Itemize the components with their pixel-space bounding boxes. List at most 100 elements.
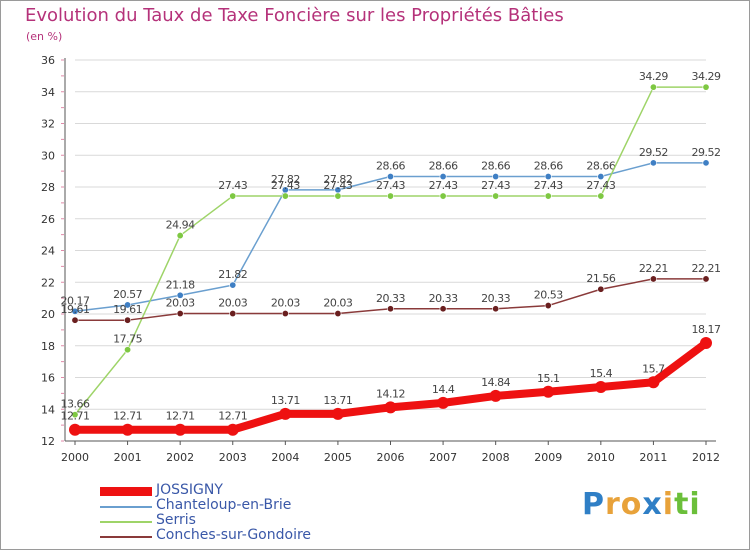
data-label: 18.17 [692, 323, 721, 336]
x-tick-label: 2002 [166, 451, 194, 464]
data-point [437, 396, 450, 409]
data-label: 27.43 [534, 179, 563, 192]
x-tick-label: 2009 [534, 451, 562, 464]
brand-letter: r [605, 487, 621, 522]
data-point [649, 159, 657, 167]
brand-letter: P [582, 487, 605, 522]
y-tick-label: 20 [41, 308, 55, 321]
data-point [281, 310, 289, 318]
data-point [229, 192, 237, 200]
data-label: 21.82 [218, 268, 247, 281]
data-label: 27.43 [271, 179, 300, 192]
data-label: 12.71 [61, 410, 90, 423]
brand-letter: x [642, 487, 663, 522]
x-tick-label: 2001 [114, 451, 142, 464]
x-tick-label: 2007 [429, 451, 457, 464]
data-point [279, 407, 292, 420]
data-point [124, 301, 132, 309]
data-point [702, 83, 710, 91]
data-point [121, 423, 134, 436]
legend-label: JOSSIGNY [156, 482, 223, 498]
data-point [331, 407, 344, 420]
legend-swatch [100, 487, 152, 496]
data-label: 21.56 [586, 272, 615, 285]
x-tick-label: 2004 [271, 451, 299, 464]
legend-label: Chanteloup-en-Brie [156, 497, 292, 513]
x-tick-label: 2010 [587, 451, 615, 464]
data-label: 19.61 [113, 303, 142, 316]
data-point [124, 346, 132, 354]
data-label: 28.66 [481, 160, 510, 173]
data-label: 19.61 [61, 303, 90, 316]
x-tick-label: 2003 [219, 451, 247, 464]
data-point [71, 307, 79, 315]
x-tick-label: 2012 [692, 451, 720, 464]
data-point [544, 192, 552, 200]
data-label: 27.43 [323, 179, 352, 192]
data-point [386, 192, 394, 200]
data-point [281, 192, 289, 200]
y-tick-label: 34 [41, 86, 55, 99]
data-point [700, 337, 712, 350]
data-label: 12.71 [166, 410, 195, 423]
data-point [226, 423, 239, 436]
data-point [229, 310, 237, 318]
data-label: 27.43 [376, 179, 405, 192]
data-label: 27.43 [481, 179, 510, 192]
data-label: 20.33 [376, 292, 405, 305]
data-point [542, 385, 555, 398]
data-point [594, 381, 607, 394]
data-label: 20.53 [534, 289, 563, 302]
brand-logo: Proxiti [582, 487, 701, 522]
data-point [439, 173, 447, 181]
data-label: 14.84 [481, 376, 510, 389]
data-label: 20.03 [323, 297, 352, 310]
data-point [544, 302, 552, 310]
data-label: 13.71 [323, 394, 352, 407]
data-label: 13.71 [271, 394, 300, 407]
data-point [649, 275, 657, 283]
data-label: 20.57 [113, 288, 142, 301]
data-point [597, 285, 605, 293]
brand-letter: t [674, 487, 690, 522]
data-label: 28.66 [534, 160, 563, 173]
brand-letter: i [689, 487, 701, 522]
y-tick-label: 18 [41, 340, 55, 353]
legend-swatch [100, 521, 152, 523]
brand-letter: o [620, 487, 643, 522]
data-point [71, 411, 79, 419]
y-tick-label: 32 [41, 118, 55, 131]
data-point [174, 423, 187, 436]
data-point [386, 305, 394, 313]
data-point [176, 310, 184, 318]
legend-swatch [100, 506, 152, 508]
y-tick-label: 12 [41, 435, 55, 448]
data-point [649, 83, 657, 91]
data-point [69, 423, 81, 436]
data-point [176, 291, 184, 299]
data-label: 24.94 [166, 219, 195, 232]
y-tick-label: 24 [41, 245, 55, 258]
x-tick-label: 2006 [377, 451, 405, 464]
data-point [492, 173, 500, 181]
data-label: 20.33 [429, 292, 458, 305]
data-point [647, 376, 660, 389]
data-point [489, 389, 502, 402]
data-point [492, 192, 500, 200]
data-point [702, 275, 710, 283]
data-label: 34.29 [639, 70, 668, 83]
y-tick-label: 14 [41, 403, 55, 416]
data-label: 22.21 [692, 262, 721, 275]
data-label: 29.52 [639, 146, 668, 159]
legend-swatch [100, 536, 152, 538]
x-tick-label: 2008 [482, 451, 510, 464]
data-point [439, 305, 447, 313]
x-tick-label: 2000 [61, 451, 89, 464]
data-label: 14.12 [376, 387, 405, 400]
data-label: 15.1 [537, 372, 560, 385]
data-label: 20.17 [61, 294, 90, 307]
data-point [124, 316, 132, 324]
data-label: 15.4 [590, 367, 613, 380]
data-label: 12.71 [218, 410, 247, 423]
